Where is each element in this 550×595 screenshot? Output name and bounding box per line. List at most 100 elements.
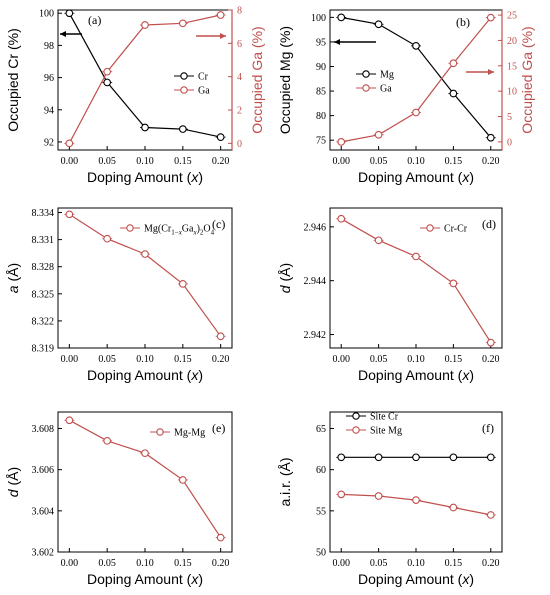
data-point: [486, 338, 495, 347]
legend-marker: [126, 224, 134, 232]
data-point: [412, 252, 420, 261]
data-point: [374, 236, 383, 245]
x-tick-label: 0.20: [212, 558, 230, 569]
y2-tick-label: 8: [237, 6, 242, 17]
x-tick-label: 0.05: [98, 354, 116, 365]
data-point: [65, 210, 74, 219]
legend-label: Site Mg: [370, 426, 402, 437]
y-tick-label: 100: [39, 9, 54, 20]
x-tick-label: 0.00: [332, 156, 350, 167]
data-point: [486, 133, 495, 142]
legend-label: Mg-Mg: [174, 428, 205, 439]
y-tick-label: 8.328: [32, 262, 55, 273]
x-tick-label: 0.00: [332, 354, 350, 365]
x-tick-label: 0.15: [445, 156, 463, 167]
y-tick-label: 3.606: [32, 465, 55, 476]
y-tick-label: 2.944: [304, 276, 327, 287]
x-tick-label: 0.10: [407, 354, 425, 365]
data-point: [65, 416, 74, 425]
data-point: [486, 13, 495, 22]
plot-frame: [329, 9, 503, 151]
x-tick-label: 0.15: [174, 558, 192, 569]
data-point: [374, 492, 383, 500]
data-point: [65, 139, 74, 148]
data-point: [178, 19, 187, 28]
data-point: [412, 496, 420, 504]
x-tick-label: 0.10: [136, 354, 154, 365]
data-point: [103, 234, 112, 243]
x-tick-label: 0.10: [136, 156, 154, 167]
chart-panel-c: 0.00 0.05 0.10 0.15 0.20 8.319 8.322 8.325 8.328…: [5, 207, 233, 383]
data-point: [374, 130, 383, 139]
x-tick-label: 0.15: [445, 354, 463, 365]
y-tick-label: 8.319: [32, 344, 55, 355]
data-point: [216, 533, 225, 542]
panel-label: (b): [456, 15, 470, 29]
y-tick-label: 65: [316, 424, 326, 435]
x-axis-label: Doping Amount (x): [358, 571, 474, 587]
data-point: [374, 453, 383, 462]
x-tick-label: 0.10: [136, 558, 154, 569]
x-tick-label: 0.20: [482, 156, 500, 167]
y2-axis-label: Occupied Ga (%): [519, 26, 535, 133]
legend-label: Cr-Cr: [444, 224, 468, 235]
x-tick-label: 0.10: [407, 156, 425, 167]
x-tick-label: 0.00: [61, 558, 79, 569]
y2-axis-label: Occupied Ga (%): [249, 26, 265, 133]
y-tick-label: 85: [316, 87, 326, 98]
y-tick-label: 55: [316, 506, 326, 517]
chart-panel-d: 0.00 0.05 0.10 0.15 0.20 2.942 2.944 2.946 Dopin…: [277, 207, 503, 383]
y2-tick-label: 0: [237, 139, 242, 150]
data-point: [103, 67, 112, 76]
legend-marker: [180, 86, 188, 94]
legend-label: Cr: [198, 72, 209, 83]
series-line-crcr: [340, 218, 492, 343]
x-axis-label: Doping Amount (x): [87, 169, 203, 185]
y-tick-label: 8.334: [32, 208, 55, 219]
y-tick-label: 90: [316, 62, 326, 73]
y-axis-label: d (Å): [277, 263, 293, 293]
y2-tick-label: 6: [237, 39, 242, 50]
y-axis-label: Occupied Cr (%): [5, 28, 21, 131]
y2-tick-label: 5: [507, 112, 512, 123]
x-axis-label: Doping Amount (x): [358, 367, 474, 383]
y-axis-label: Occupied Mg (%): [277, 26, 293, 134]
series-line-mg: [341, 16, 492, 139]
legend-label: Site Cr: [370, 412, 399, 423]
data-point: [337, 453, 346, 462]
series-line-ga: [341, 17, 492, 143]
chart-panel-b: 0.00 0.05 0.10 0.15 0.20 75 80 85 90 95 100 0 5 10 15 2…: [277, 9, 535, 185]
y-tick-label: 60: [316, 465, 326, 476]
legend-label: Ga: [198, 86, 210, 97]
data-point: [216, 332, 225, 341]
x-axis-label: Doping Amount (x): [87, 367, 203, 383]
data-point: [449, 279, 458, 288]
y-tick-label: 98: [44, 41, 54, 52]
y2-tick-label: 2: [237, 106, 242, 117]
x-tick-label: 0.00: [61, 354, 79, 365]
data-point: [141, 123, 149, 132]
data-point: [337, 490, 346, 499]
x-tick-label: 0.10: [407, 558, 425, 569]
data-point: [103, 78, 112, 87]
y-axis-label: d (Å): [5, 467, 21, 497]
y-axis-label: a.i.r. (Å): [277, 457, 293, 506]
y-tick-label: 95: [316, 37, 326, 48]
x-tick-label: 0.00: [332, 558, 350, 569]
data-point: [216, 11, 225, 19]
data-point: [178, 476, 187, 484]
data-point: [65, 9, 74, 18]
y-tick-label: 94: [44, 105, 54, 116]
panel-label: (a): [88, 13, 101, 27]
legend-marker: [180, 72, 188, 80]
y-tick-label: 2.946: [304, 222, 327, 233]
x-tick-label: 0.00: [61, 156, 79, 167]
data-point: [486, 511, 495, 519]
data-point: [449, 503, 458, 512]
legend-marker: [352, 412, 360, 420]
data-point: [449, 89, 458, 98]
x-tick-label: 0.15: [174, 354, 192, 365]
x-tick-label: 0.05: [98, 558, 116, 569]
data-point: [178, 280, 187, 288]
data-point: [449, 453, 458, 462]
